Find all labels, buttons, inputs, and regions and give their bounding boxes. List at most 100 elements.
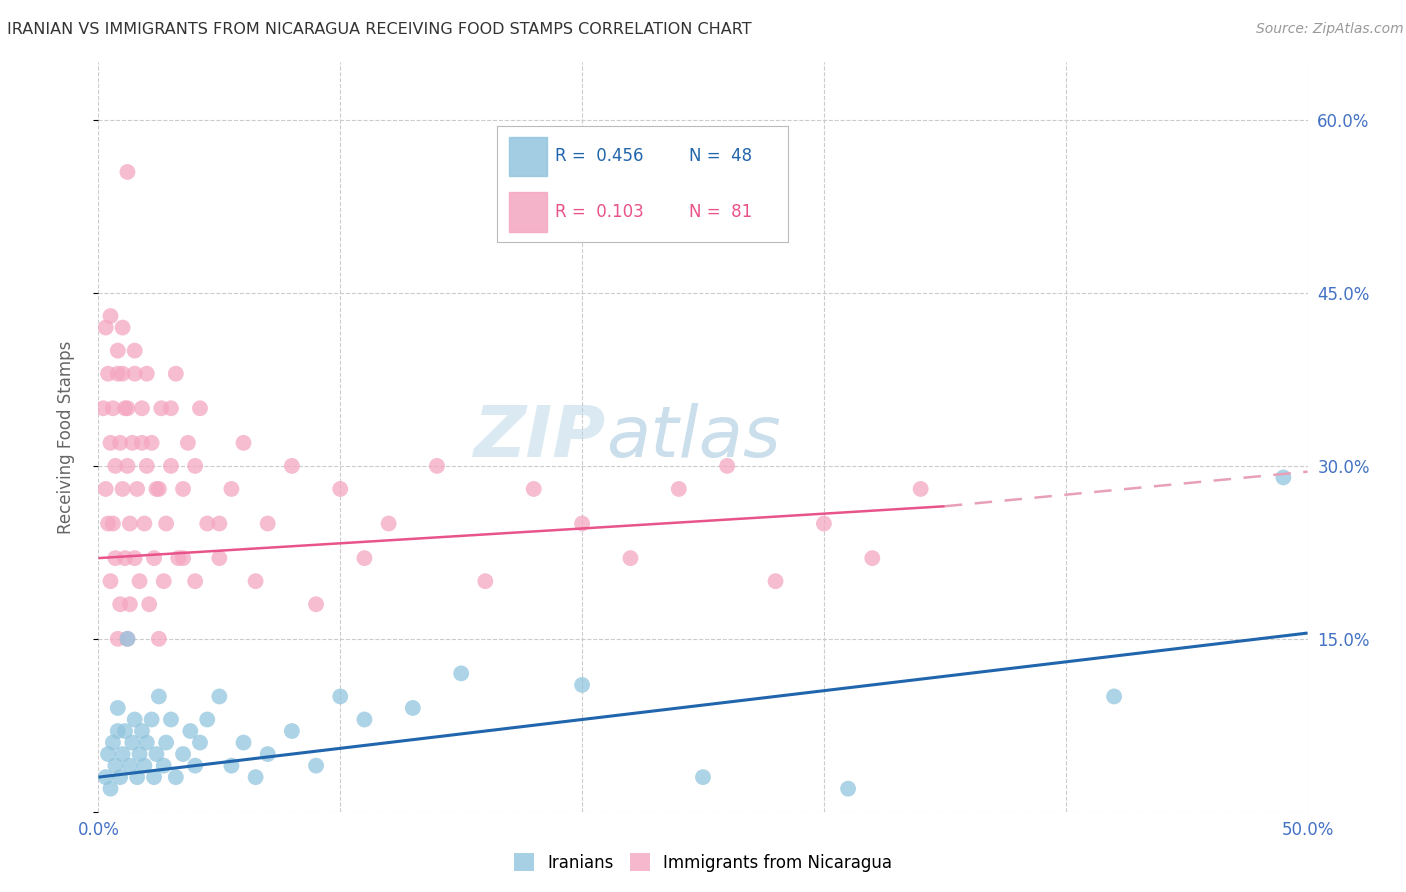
Point (101, 735, 124, 749)
Point (402, 701, 425, 715)
Point (108, 435, 131, 450)
Point (668, 482, 690, 496)
Point (124, 343, 146, 358)
Point (117, 632, 139, 646)
Point (134, 758, 156, 772)
Point (155, 735, 177, 749)
Point (128, 574, 150, 589)
Point (111, 747, 134, 761)
Point (107, 343, 129, 358)
Point (221, 758, 243, 772)
Point (353, 713, 375, 727)
Point (104, 551, 127, 566)
Point (910, 482, 932, 496)
Point (131, 724, 153, 739)
Text: N =  48: N = 48 (689, 147, 752, 165)
Point (121, 435, 143, 450)
Point (118, 516, 141, 531)
Point (114, 724, 136, 739)
Point (148, 690, 170, 704)
Point (716, 458, 738, 473)
Point (111, 367, 134, 381)
Point (148, 482, 170, 496)
Point (188, 401, 211, 416)
Bar (509, 193, 547, 232)
Text: ZIP: ZIP (474, 402, 606, 472)
Point (94, 770, 117, 784)
Point (127, 770, 149, 784)
Point (172, 747, 194, 761)
Point (160, 401, 183, 416)
Point (172, 551, 194, 566)
Point (111, 320, 134, 334)
Point (107, 367, 129, 381)
Point (150, 401, 173, 416)
Point (107, 701, 129, 715)
Point (135, 367, 157, 381)
Point (377, 516, 399, 531)
Point (281, 724, 304, 739)
Text: N =  81: N = 81 (689, 203, 752, 221)
Point (97, 367, 120, 381)
Point (195, 516, 218, 531)
Point (179, 724, 201, 739)
Point (160, 713, 183, 727)
Point (184, 758, 207, 772)
Point (117, 458, 139, 473)
Point (474, 574, 496, 589)
Point (124, 551, 146, 566)
Point (143, 770, 166, 784)
Point (523, 482, 546, 496)
Point (329, 482, 352, 496)
Point (837, 781, 859, 796)
Point (281, 458, 304, 473)
Point (145, 747, 167, 761)
Point (256, 516, 278, 531)
Point (152, 574, 174, 589)
Point (117, 165, 139, 179)
Legend: Iranians, Immigrants from Nicaragua: Iranians, Immigrants from Nicaragua (508, 847, 898, 879)
Point (245, 574, 267, 589)
Point (143, 551, 166, 566)
Point (104, 458, 127, 473)
Point (124, 367, 146, 381)
Point (221, 482, 243, 496)
Point (245, 770, 267, 784)
Point (141, 435, 163, 450)
Point (108, 770, 131, 784)
Point (114, 401, 136, 416)
Point (148, 632, 170, 646)
Point (124, 713, 146, 727)
Bar (509, 136, 547, 176)
Point (138, 597, 160, 611)
Point (135, 458, 157, 473)
Point (131, 401, 153, 416)
Point (692, 770, 714, 784)
Point (100, 574, 122, 589)
Y-axis label: Receiving Food Stamps: Receiving Food Stamps (56, 341, 75, 533)
Point (131, 435, 153, 450)
Point (141, 713, 163, 727)
Point (353, 551, 375, 566)
Point (208, 516, 231, 531)
Point (1272, 470, 1295, 484)
Point (571, 516, 593, 531)
Text: R =  0.103: R = 0.103 (555, 203, 644, 221)
Point (860, 551, 883, 566)
Point (100, 781, 122, 796)
Point (101, 516, 124, 531)
Point (117, 401, 139, 416)
Point (329, 690, 352, 704)
Point (134, 516, 156, 531)
Point (256, 747, 278, 761)
Point (184, 574, 207, 589)
Point (450, 666, 472, 681)
Text: Source: ZipAtlas.com: Source: ZipAtlas.com (1256, 22, 1403, 37)
Point (1102, 690, 1125, 704)
Point (118, 758, 141, 772)
Point (165, 770, 187, 784)
Point (184, 458, 207, 473)
Point (94, 482, 117, 496)
Point (619, 551, 641, 566)
Point (114, 551, 136, 566)
